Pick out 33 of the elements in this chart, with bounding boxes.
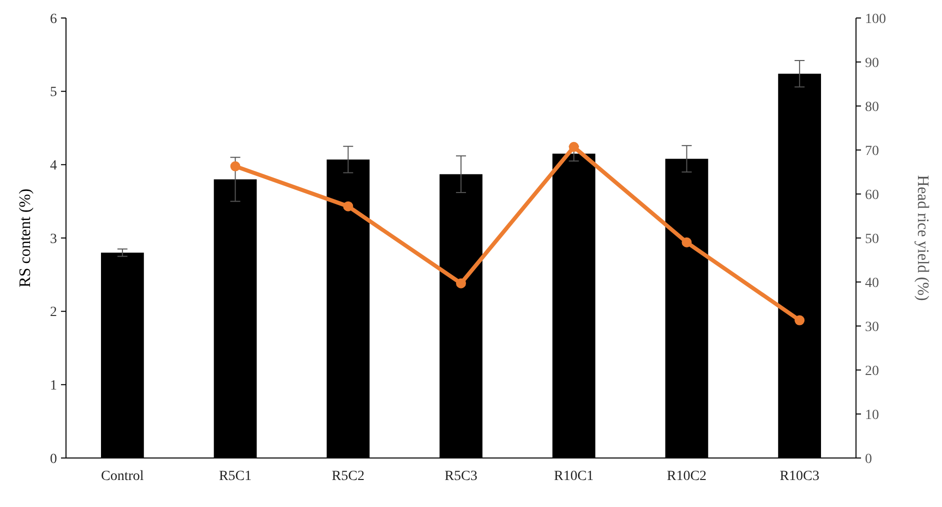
x-tick-label: R10C2: [666, 469, 707, 484]
x-tick-label: R5C3: [444, 469, 478, 484]
y2-tick-label: 100: [865, 12, 886, 27]
point: [230, 161, 240, 172]
y-tick-label: 3: [50, 232, 57, 247]
y2-tick-label: 0: [865, 452, 872, 467]
y-tick-label: 1: [50, 378, 57, 394]
y2-tick-label: 90: [865, 56, 879, 71]
point: [568, 142, 579, 152]
y2-tick-label: 30: [865, 320, 879, 335]
y-tick-label: 0: [50, 452, 57, 467]
point: [343, 201, 354, 212]
point: [682, 237, 692, 248]
y2-tick-label: 10: [865, 408, 879, 423]
point: [456, 278, 466, 288]
x-tick-label: R5C1: [218, 469, 252, 484]
x-tick-label: R10C3: [780, 469, 820, 484]
y-tick-label: 2: [50, 305, 57, 320]
y-tick-label: 4: [50, 158, 57, 174]
y-tick-label: 5: [50, 85, 57, 100]
point: [794, 315, 805, 326]
x-tick-label: Control: [101, 469, 144, 484]
y2-tick-label: 50: [865, 232, 879, 247]
x-tick-label: R5C2: [332, 469, 364, 484]
x-tick-label: R10C1: [554, 469, 594, 484]
y2-axis-title: Head rice yield (%): [914, 175, 931, 301]
y-axis-title: RS content (%): [17, 188, 34, 288]
y2-tick-label: 40: [865, 276, 879, 291]
y2-tick-label: 70: [865, 144, 879, 159]
y2-tick-label: 20: [865, 364, 879, 379]
y2-tick-label: 60: [865, 188, 879, 203]
y-tick-label: 6: [50, 12, 57, 27]
y2-tick-label: 80: [865, 100, 879, 115]
